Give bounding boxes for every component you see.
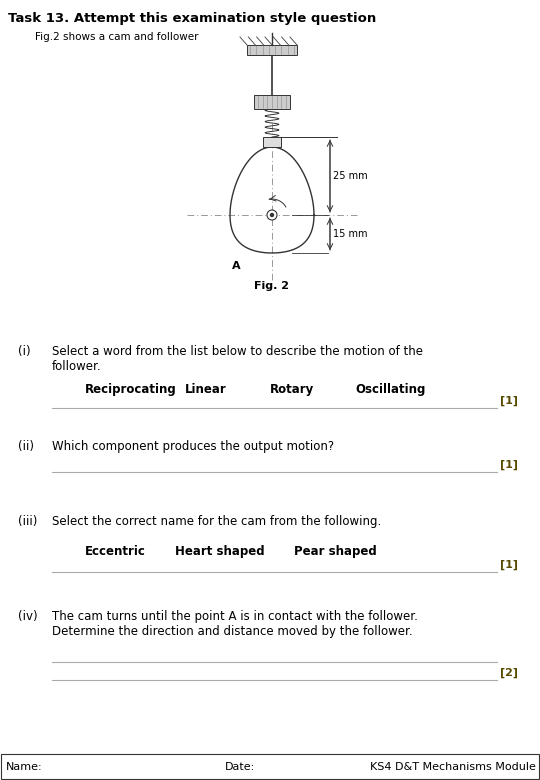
- Text: Task 13. Attempt this examination style question: Task 13. Attempt this examination style …: [8, 12, 376, 25]
- Text: (iv): (iv): [18, 610, 38, 623]
- Text: Heart shaped: Heart shaped: [175, 545, 265, 558]
- Text: [2]: [2]: [500, 668, 518, 678]
- Text: Pear shaped: Pear shaped: [294, 545, 376, 558]
- Text: (iii): (iii): [18, 515, 37, 528]
- Circle shape: [271, 214, 273, 217]
- Text: KS4 D&T Mechanisms Module: KS4 D&T Mechanisms Module: [370, 762, 536, 772]
- Text: 15 mm: 15 mm: [333, 229, 368, 239]
- Text: Linear: Linear: [185, 383, 227, 396]
- Text: A: A: [232, 261, 241, 271]
- Text: Fig. 2: Fig. 2: [254, 281, 289, 291]
- Circle shape: [267, 210, 277, 220]
- Bar: [1, 754, 539, 779]
- Text: Reciprocating: Reciprocating: [85, 383, 177, 396]
- Text: Eccentric: Eccentric: [85, 545, 145, 558]
- Text: (i): (i): [18, 345, 31, 358]
- Text: Select the correct name for the cam from the following.: Select the correct name for the cam from…: [52, 515, 381, 528]
- Text: [1]: [1]: [500, 560, 518, 570]
- Text: Which component produces the output motion?: Which component produces the output moti…: [52, 440, 334, 453]
- Text: The cam turns until the point A is in contact with the follower.
Determine the d: The cam turns until the point A is in co…: [52, 610, 418, 638]
- Text: [1]: [1]: [500, 395, 518, 406]
- Text: [1]: [1]: [500, 459, 518, 470]
- Text: Oscillating: Oscillating: [355, 383, 426, 396]
- Text: Rotary: Rotary: [270, 383, 314, 396]
- Text: (ii): (ii): [18, 440, 34, 453]
- Text: Date:: Date:: [225, 762, 255, 772]
- Bar: [247, 45, 297, 55]
- Bar: [263, 137, 281, 147]
- Bar: [254, 95, 290, 109]
- Text: Fig.2 shows a cam and follower: Fig.2 shows a cam and follower: [35, 32, 199, 42]
- Text: 25 mm: 25 mm: [333, 171, 368, 181]
- Text: Name:: Name:: [6, 762, 43, 772]
- Text: Select a word from the list below to describe the motion of the
follower.: Select a word from the list below to des…: [52, 345, 423, 373]
